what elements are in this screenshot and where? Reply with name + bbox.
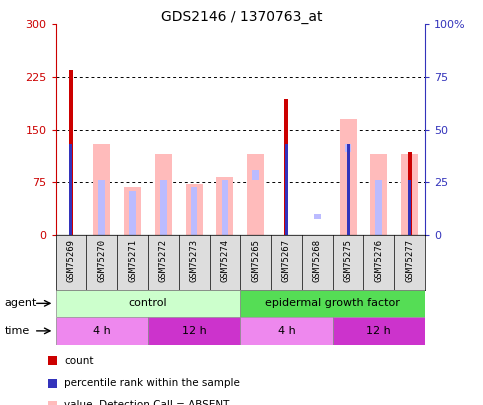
Text: time: time — [5, 326, 30, 336]
Bar — [129, 192, 136, 235]
Bar — [370, 154, 387, 235]
Bar — [247, 154, 264, 235]
Text: GSM75273: GSM75273 — [190, 239, 199, 282]
Text: value, Detection Call = ABSENT: value, Detection Call = ABSENT — [64, 401, 229, 405]
Bar — [401, 154, 418, 235]
Bar — [345, 144, 352, 152]
Text: GSM75271: GSM75271 — [128, 239, 137, 282]
Text: epidermal growth factor: epidermal growth factor — [265, 298, 400, 308]
Bar — [148, 317, 241, 345]
Text: agent: agent — [5, 298, 37, 308]
Text: GSM75274: GSM75274 — [220, 239, 229, 282]
Text: 4 h: 4 h — [93, 326, 111, 336]
Bar — [408, 180, 411, 235]
Text: GSM75270: GSM75270 — [97, 239, 106, 282]
Bar — [340, 119, 356, 235]
Bar — [185, 184, 202, 235]
Bar — [284, 99, 288, 235]
Bar — [333, 317, 425, 345]
Bar — [160, 180, 167, 235]
Bar — [99, 180, 105, 235]
Bar — [241, 290, 425, 317]
Bar — [222, 180, 228, 235]
Text: count: count — [64, 356, 94, 366]
Text: 12 h: 12 h — [367, 326, 391, 336]
Bar — [56, 317, 148, 345]
Text: GSM75275: GSM75275 — [343, 239, 353, 282]
Bar — [124, 187, 141, 235]
Text: control: control — [128, 298, 167, 308]
Bar — [241, 317, 333, 345]
Bar — [314, 214, 321, 220]
Text: 4 h: 4 h — [278, 326, 295, 336]
Bar — [216, 177, 233, 235]
Text: GSM75277: GSM75277 — [405, 239, 414, 282]
Bar — [375, 180, 382, 235]
Text: GSM75276: GSM75276 — [374, 239, 384, 282]
Text: GSM75269: GSM75269 — [67, 239, 75, 282]
Bar — [56, 290, 241, 317]
Bar — [155, 154, 172, 235]
Bar — [285, 144, 288, 235]
Text: GSM75272: GSM75272 — [159, 239, 168, 282]
Text: percentile rank within the sample: percentile rank within the sample — [64, 378, 240, 388]
Text: GSM75267: GSM75267 — [282, 239, 291, 282]
Text: GDS2146 / 1370763_at: GDS2146 / 1370763_at — [161, 10, 322, 24]
Bar — [69, 70, 73, 235]
Text: 12 h: 12 h — [182, 326, 206, 336]
Bar — [70, 144, 72, 235]
Text: GSM75268: GSM75268 — [313, 239, 322, 282]
Bar — [408, 152, 412, 235]
Bar — [93, 144, 110, 235]
Text: GSM75265: GSM75265 — [251, 239, 260, 282]
Bar — [346, 144, 350, 235]
Bar — [191, 187, 198, 235]
Bar — [252, 171, 259, 180]
